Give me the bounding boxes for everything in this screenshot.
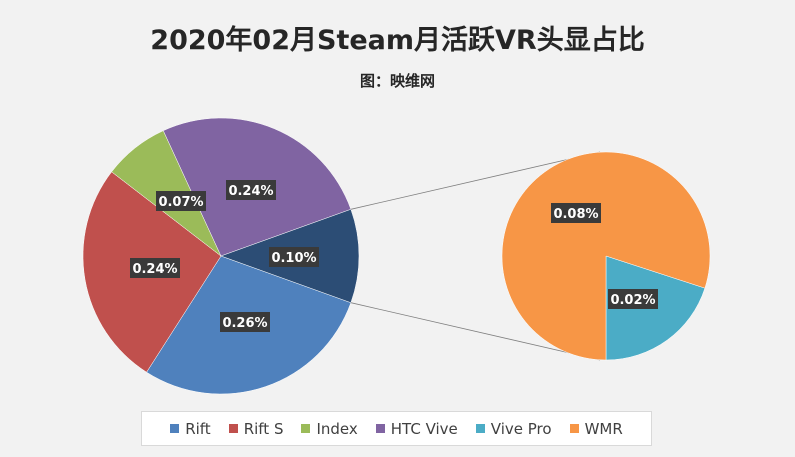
legend-item: WMR bbox=[569, 419, 623, 438]
data-label: 0.10% bbox=[269, 247, 319, 267]
legend-swatch bbox=[301, 424, 311, 433]
data-label: 0.07% bbox=[156, 191, 206, 211]
legend-item: Rift S bbox=[228, 419, 284, 438]
data-label: 0.02% bbox=[608, 289, 658, 309]
legend-swatch bbox=[170, 424, 180, 433]
legend-item: HTC Vive bbox=[375, 419, 458, 438]
svg-text:0.10%: 0.10% bbox=[271, 251, 316, 266]
svg-text:0.02%: 0.02% bbox=[610, 293, 655, 308]
legend-label: Rift S bbox=[243, 419, 284, 438]
chart-subtitle: 图：映维网 bbox=[359, 72, 435, 90]
legend-item: Rift bbox=[170, 420, 211, 438]
legend-label: HTC Vive bbox=[390, 419, 458, 438]
legend-swatch bbox=[228, 424, 238, 433]
svg-text:0.26%: 0.26% bbox=[222, 316, 267, 331]
svg-text:0.08%: 0.08% bbox=[553, 207, 598, 222]
legend: Rift Rift S Index HTC Vive Vive Pro WMR bbox=[141, 411, 652, 446]
data-label: 0.24% bbox=[226, 180, 276, 200]
connector-line bbox=[350, 151, 601, 210]
chart-title: 2020年02月Steam月活跃VR头显占比 bbox=[150, 25, 645, 56]
legend-label: Index bbox=[316, 419, 358, 438]
legend-swatch bbox=[569, 424, 579, 433]
data-label: 0.26% bbox=[220, 312, 270, 332]
svg-text:0.07%: 0.07% bbox=[158, 195, 203, 210]
svg-text:0.24%: 0.24% bbox=[228, 184, 273, 199]
legend-item: Index bbox=[301, 419, 358, 438]
legend-swatch bbox=[375, 424, 385, 433]
legend-label: Vive Pro bbox=[490, 419, 552, 438]
svg-text:0.24%: 0.24% bbox=[132, 262, 177, 277]
data-label: 0.08% bbox=[551, 203, 601, 223]
legend-item: Vive Pro bbox=[475, 419, 552, 438]
legend-swatch bbox=[475, 424, 485, 433]
connector-line bbox=[350, 302, 601, 361]
data-label: 0.24% bbox=[130, 258, 180, 278]
legend-label: Rift bbox=[185, 419, 211, 438]
legend-label: WMR bbox=[584, 419, 623, 438]
